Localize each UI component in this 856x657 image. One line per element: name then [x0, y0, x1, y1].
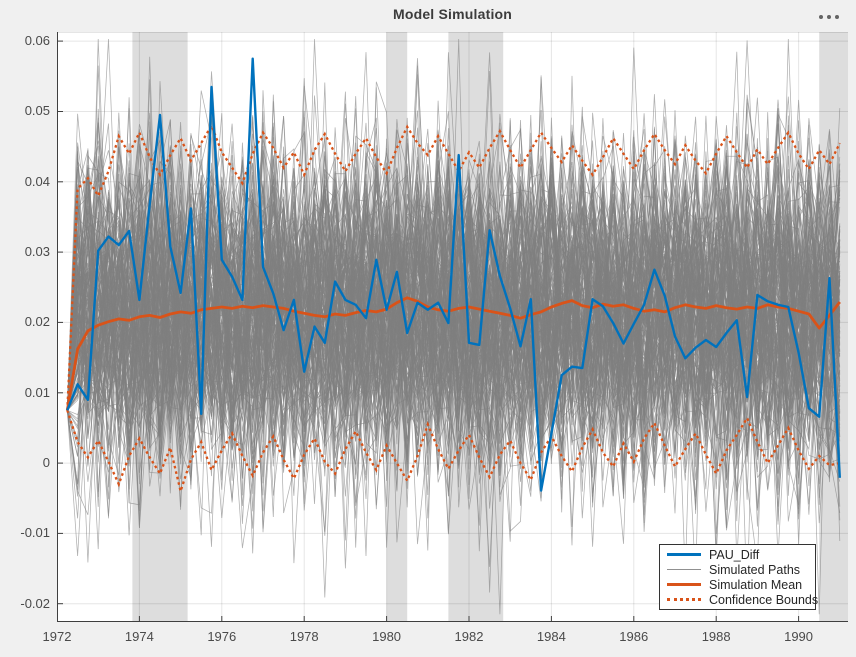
legend-label: Simulation Mean — [709, 577, 803, 592]
x-tick-label: 1988 — [701, 629, 731, 644]
y-tick-label: -0.01 — [20, 525, 50, 541]
x-tick-label: 1982 — [454, 629, 484, 644]
plot-canvas — [57, 32, 848, 622]
x-tick-label: 1980 — [372, 629, 402, 644]
ellipsis-icon — [819, 15, 823, 19]
ellipsis-icon — [827, 15, 831, 19]
x-tick-label: 1990 — [784, 629, 814, 644]
legend-label: Confidence Bounds — [709, 592, 819, 607]
legend-item-pau-diff: PAU_Diff — [660, 547, 815, 562]
y-tick-label: -0.02 — [20, 595, 50, 611]
legend-line-sample-simulation-mean — [667, 583, 701, 586]
y-tick-label: 0.02 — [24, 314, 50, 330]
y-tick-label: 0.05 — [24, 103, 50, 119]
axes-toolbar-button[interactable] — [812, 8, 846, 26]
plot-area[interactable]: PAU_Diff Simulated Paths Simulation Mean… — [57, 32, 848, 622]
x-tick-label: 1974 — [124, 629, 154, 644]
legend-item-simulated-paths: Simulated Paths — [660, 562, 815, 577]
legend-item-confidence-bounds: Confidence Bounds — [660, 592, 819, 607]
x-tick-label: 1984 — [536, 629, 566, 644]
x-tick-label: 1978 — [289, 629, 319, 644]
ellipsis-icon — [835, 15, 839, 19]
pau-diff-line — [66, 57, 841, 492]
y-tick-label: 0.03 — [24, 244, 50, 260]
confidence-bound-upper-line — [66, 122, 841, 411]
y-tick-label: 0.01 — [24, 384, 50, 400]
x-tick-label: 1972 — [42, 629, 72, 644]
legend-item-simulation-mean: Simulation Mean — [660, 577, 815, 592]
chart-title: Model Simulation — [392, 6, 513, 22]
y-tick-label: 0 — [42, 455, 50, 471]
x-tick-label: 1986 — [619, 629, 649, 644]
legend-line-sample-confidence-bounds — [667, 598, 701, 601]
legend[interactable]: PAU_Diff Simulated Paths Simulation Mean… — [659, 544, 819, 610]
legend-label: PAU_Diff — [709, 547, 760, 562]
y-tick-label: 0.04 — [24, 173, 50, 189]
x-tick-label: 1976 — [207, 629, 237, 644]
y-tick-label: 0.06 — [24, 33, 50, 49]
legend-line-sample-pau-diff — [667, 553, 701, 556]
confidence-bound-lower-line — [66, 409, 841, 496]
legend-label: Simulated Paths — [709, 562, 801, 577]
legend-line-sample-simulated-paths — [667, 569, 701, 570]
